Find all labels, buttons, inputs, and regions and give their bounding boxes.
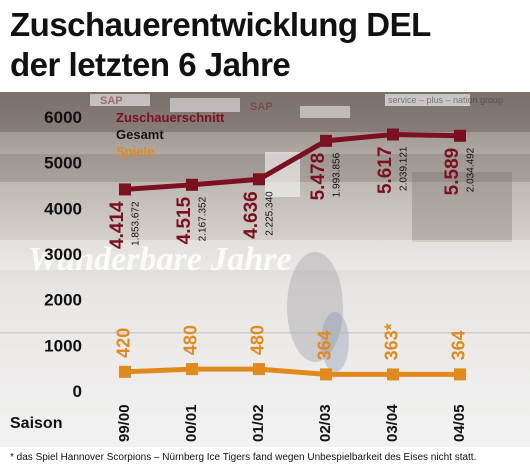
zuschauer-value-label: 5.617 xyxy=(375,146,396,194)
sap-text-2: SAP xyxy=(250,101,273,113)
spiele-value-label: 480 xyxy=(181,325,201,355)
x-axis-labels: Saison 99/00 00/01 01/02 02/03 03/04 04/05 xyxy=(10,404,468,442)
zuschauer-value-label: 4.414 xyxy=(107,201,128,249)
gesamt-value-label: 2.225.340 xyxy=(265,191,276,236)
series-line xyxy=(124,131,461,192)
x-tick-label: 02/03 xyxy=(317,404,334,442)
legend-entry: Spiele xyxy=(116,144,154,159)
title-line-2: der letzten 6 Jahre xyxy=(10,46,291,83)
x-tick-label: 03/04 xyxy=(384,404,401,442)
sap-text-1: SAP xyxy=(100,95,123,107)
gesamt-value-label: 1.853.672 xyxy=(131,201,142,246)
title-line-1: Zuschauerentwicklung DEL xyxy=(10,6,431,43)
gesamt-value-label: 1.993.856 xyxy=(332,152,343,197)
gesamt-value-label: 2.034.492 xyxy=(466,147,477,192)
arena-photo-background: Wunderbare Jahre SAP SAP service – plus … xyxy=(0,92,530,447)
service-plus-text: service – plus – nation group xyxy=(388,95,503,105)
spiele-value-label: 480 xyxy=(248,325,268,355)
footnote: * das Spiel Hannover Scorpions – Nürnber… xyxy=(10,452,477,463)
data-point xyxy=(253,363,265,376)
y-tick-label: 1000 xyxy=(44,336,82,355)
spiele-value-label: 363* xyxy=(382,323,402,360)
data-point xyxy=(186,363,198,376)
data-point xyxy=(119,183,131,196)
zuschauer-value-label: 5.589 xyxy=(442,148,463,196)
wunderbare-jahre-text: Wunderbare Jahre xyxy=(28,241,292,278)
data-point xyxy=(454,129,466,142)
legend-entry: Gesamt xyxy=(116,127,164,142)
zuschauer-value-label: 4.636 xyxy=(241,191,262,239)
y-tick-label: 3000 xyxy=(44,245,82,264)
y-tick-label: 6000 xyxy=(44,108,82,127)
data-point xyxy=(320,368,332,381)
data-point xyxy=(320,134,332,147)
y-tick-label: 4000 xyxy=(44,199,82,218)
data-point xyxy=(119,365,131,378)
y-tick-label: 2000 xyxy=(44,291,82,310)
legend: Zuschauerschnitt Gesamt Spiele xyxy=(116,110,225,159)
y-axis-ticks: 0 1000 2000 3000 4000 5000 6000 xyxy=(44,108,82,401)
series-line xyxy=(124,366,461,377)
data-point xyxy=(454,368,466,381)
data-point xyxy=(253,173,265,186)
x-tick-label: 04/05 xyxy=(451,404,468,442)
y-tick-label: 0 xyxy=(73,382,82,401)
x-axis-title: Saison xyxy=(10,415,62,432)
series-zuschauerschnitt xyxy=(119,128,466,196)
x-tick-label: 99/00 xyxy=(116,404,133,442)
x-tick-label: 01/02 xyxy=(250,404,267,442)
legend-entry: Zuschauerschnitt xyxy=(116,110,225,125)
data-point xyxy=(186,178,198,191)
spiele-value-label: 420 xyxy=(114,328,134,358)
x-tick-label: 00/01 xyxy=(183,404,200,442)
data-point xyxy=(387,128,399,141)
data-labels: 4.414 4.515 4.636 5.478 5.617 5.589 1.853.672 2… xyxy=(107,146,477,360)
spiele-value-label: 364 xyxy=(315,330,335,360)
gesamt-value-label: 2.039.121 xyxy=(399,146,410,191)
data-point xyxy=(387,368,399,381)
gesamt-value-label: 2.167.352 xyxy=(198,196,209,241)
series-spiele xyxy=(119,363,466,381)
zuschauer-value-label: 4.515 xyxy=(174,196,195,244)
spiele-value-label: 364 xyxy=(449,330,469,360)
y-tick-label: 5000 xyxy=(44,154,82,173)
zuschauer-value-label: 5.478 xyxy=(308,153,329,201)
